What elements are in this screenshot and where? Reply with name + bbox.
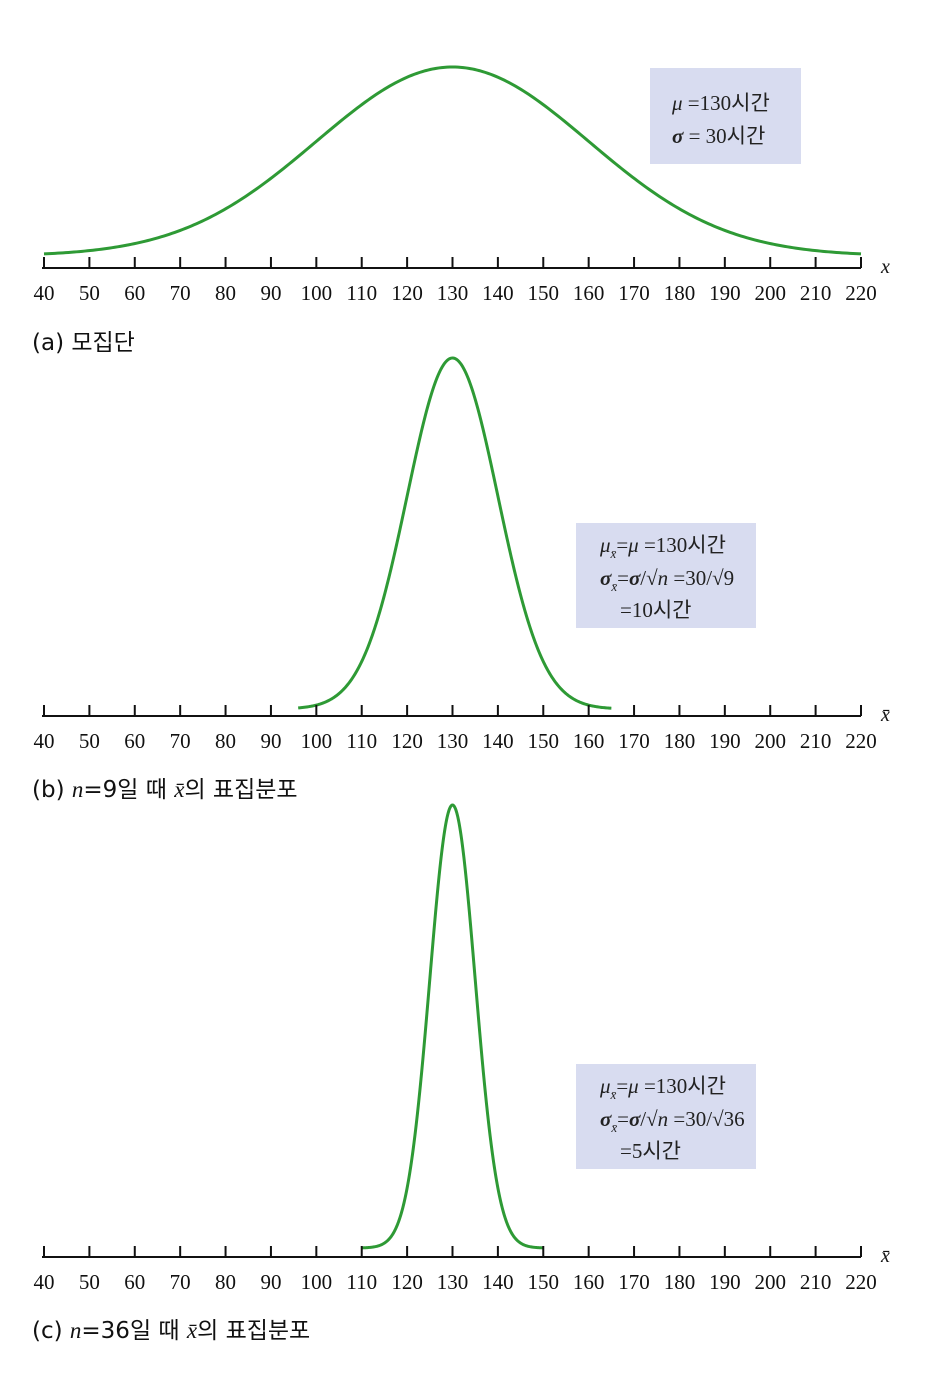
- tick-label-a-190: 190: [709, 281, 741, 305]
- info-a-line1: μ =130시간: [671, 91, 770, 115]
- tick-label-c-160: 160: [573, 1270, 605, 1294]
- tick-label-c-90: 90: [260, 1270, 281, 1294]
- tick-label-a-220: 220: [845, 281, 877, 305]
- tick-label-c-110: 110: [346, 1270, 377, 1294]
- tick-label-b-200: 200: [754, 729, 786, 753]
- tick-labels-b: 40 50 60 70 80 90 100 110 120 130 140 150 160 170 180 1…: [34, 729, 877, 753]
- tick-label-b-220: 220: [845, 729, 877, 753]
- tick-label-b-160: 160: [573, 729, 605, 753]
- tick-label-c-140: 140: [482, 1270, 514, 1294]
- tick-label-c-50: 50: [79, 1270, 100, 1294]
- tick-label-c-190: 190: [709, 1270, 741, 1294]
- tick-label-a-100: 100: [301, 281, 333, 305]
- tick-label-c-60: 60: [124, 1270, 145, 1294]
- tick-labels-a: 40 50 60 70 80 90 100 110 120 130 140 150 160 170 180 1…: [34, 281, 877, 305]
- tick-label-b-140: 140: [482, 729, 514, 753]
- tick-label-b-180: 180: [664, 729, 696, 753]
- caption-a: (a) 모집단: [32, 330, 135, 356]
- curve-sampling-n36: [361, 803, 544, 1250]
- info-b-line1: μx̄=μ =130시간: [599, 533, 726, 561]
- axis-label-c: x̄: [880, 1245, 890, 1267]
- tick-label-a-150: 150: [528, 281, 560, 305]
- tick-label-b-50: 50: [79, 729, 100, 753]
- tick-label-a-200: 200: [754, 281, 786, 305]
- panel-a: μ =130시간 σ = 30시간 40 50 60 70 80 90 100 110 120 1…: [32, 65, 890, 356]
- tick-label-c-150: 150: [528, 1270, 560, 1294]
- ticks-b: [43, 705, 862, 716]
- panel-b: μx̄=μ =130시간 σx̄=σ/√n =30/√9 =10시간 40 50 6…: [32, 356, 890, 803]
- info-c-line2: σx̄=σ/√n =30/√36: [600, 1107, 745, 1135]
- caption-c: (c) n=36일 때 x̄의 표집분포: [32, 1318, 310, 1344]
- tick-label-a-140: 140: [482, 281, 514, 305]
- tick-label-a-40: 40: [34, 281, 55, 305]
- tick-label-b-130: 130: [437, 729, 469, 753]
- tick-label-b-150: 150: [528, 729, 560, 753]
- tick-label-a-180: 180: [664, 281, 696, 305]
- tick-label-c-70: 70: [170, 1270, 191, 1294]
- tick-label-a-60: 60: [124, 281, 145, 305]
- tick-label-c-40: 40: [34, 1270, 55, 1294]
- tick-label-a-50: 50: [79, 281, 100, 305]
- curve-population: [43, 65, 862, 256]
- tick-label-b-80: 80: [215, 729, 236, 753]
- tick-label-a-210: 210: [800, 281, 832, 305]
- tick-label-a-110: 110: [346, 281, 377, 305]
- tick-label-b-170: 170: [618, 729, 650, 753]
- tick-label-b-60: 60: [124, 729, 145, 753]
- tick-label-c-220: 220: [845, 1270, 877, 1294]
- axis-label-a: x: [880, 256, 890, 278]
- tick-label-a-130: 130: [437, 281, 469, 305]
- tick-label-b-110: 110: [346, 729, 377, 753]
- tick-label-a-120: 120: [391, 281, 423, 305]
- tick-label-b-190: 190: [709, 729, 741, 753]
- info-c-line3: =5시간: [620, 1139, 681, 1163]
- tick-label-b-40: 40: [34, 729, 55, 753]
- info-a-line2: σ = 30시간: [672, 124, 765, 148]
- tick-label-a-70: 70: [170, 281, 191, 305]
- info-c-line1: μx̄=μ =130시간: [599, 1074, 726, 1102]
- tick-label-c-170: 170: [618, 1270, 650, 1294]
- tick-label-b-120: 120: [391, 729, 423, 753]
- caption-b: (b) n=9일 때 x̄의 표집분포: [32, 777, 298, 803]
- tick-label-c-80: 80: [215, 1270, 236, 1294]
- tick-label-a-160: 160: [573, 281, 605, 305]
- info-box-a: [650, 68, 801, 164]
- info-b-line3: =10시간: [620, 598, 691, 622]
- tick-labels-c: 40 50 60 70 80 90 100 110 120 130 140 150 160 170 180 1…: [34, 1270, 877, 1294]
- tick-label-a-80: 80: [215, 281, 236, 305]
- tick-label-a-90: 90: [260, 281, 281, 305]
- tick-label-b-210: 210: [800, 729, 832, 753]
- tick-label-b-90: 90: [260, 729, 281, 753]
- curve-sampling-n9: [298, 356, 612, 710]
- tick-label-b-100: 100: [301, 729, 333, 753]
- axis-label-b: x̄: [880, 704, 890, 726]
- tick-label-a-170: 170: [618, 281, 650, 305]
- tick-label-c-130: 130: [437, 1270, 469, 1294]
- ticks-a: [43, 257, 862, 268]
- info-b-line2: σx̄=σ/√n =30/√9: [600, 566, 734, 594]
- ticks-c: [43, 1246, 862, 1257]
- panel-c: μx̄=μ =130시간 σx̄=σ/√n =30/√36 =5시간 40 50 6…: [32, 803, 890, 1344]
- info-box-b: [576, 523, 756, 628]
- info-box-c: [576, 1064, 756, 1169]
- tick-label-c-120: 120: [391, 1270, 423, 1294]
- tick-label-c-100: 100: [301, 1270, 333, 1294]
- tick-label-b-70: 70: [170, 729, 191, 753]
- tick-label-c-180: 180: [664, 1270, 696, 1294]
- tick-label-c-200: 200: [754, 1270, 786, 1294]
- tick-label-c-210: 210: [800, 1270, 832, 1294]
